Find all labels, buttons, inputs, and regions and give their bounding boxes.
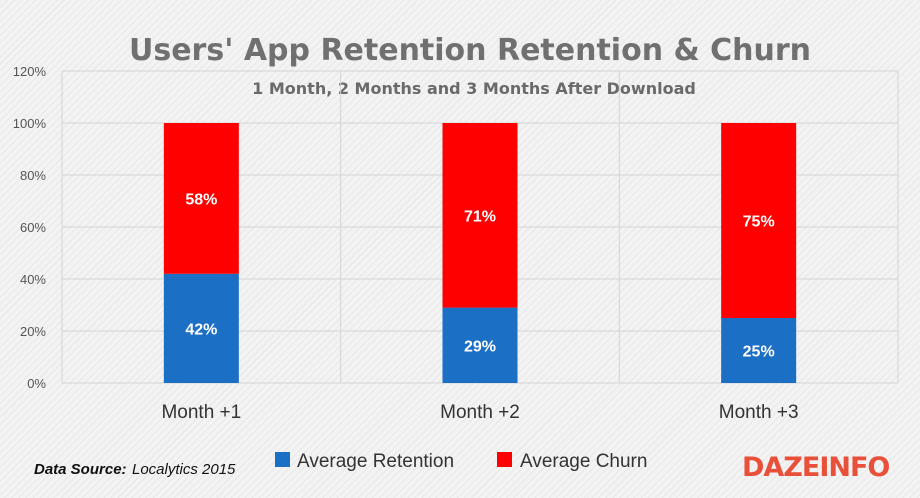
legend: Average Retention Average Churn (275, 451, 647, 472)
data-label-average-retention: 29% (464, 338, 496, 355)
bars-layer (163, 123, 797, 383)
y-tick-label: 60% (20, 220, 46, 235)
labels-layer: 0% 20% 40% 60% 80% 100% 120% 42% 58% Month +1 29% 7… (13, 64, 799, 423)
x-tick-label: Month +3 (719, 402, 799, 423)
y-tick-label: 120% (13, 64, 47, 79)
y-tick-label: 40% (20, 272, 46, 287)
data-label-average-retention: 42% (185, 321, 217, 338)
data-source-label: Data Source: (34, 461, 127, 478)
data-label-average-churn: 75% (743, 214, 775, 231)
data-source: Data Source: Localytics 2015 (34, 461, 236, 478)
bar-average-retention (163, 273, 239, 383)
y-tick-label: 20% (20, 324, 46, 339)
legend-swatch-average-churn (497, 452, 512, 467)
chart-subtitle: 1 Month, 2 Months and 3 Months After Dow… (252, 79, 696, 98)
legend-label-average-retention: Average Retention (297, 451, 454, 472)
legend-swatch-average-retention (275, 452, 290, 467)
dazeinfo-logo: DAZEINFO (742, 452, 889, 483)
y-tick-label: 0% (27, 376, 46, 391)
x-tick-label: Month +1 (161, 402, 241, 423)
data-label-average-churn: 58% (185, 191, 217, 208)
bar-average-retention (721, 318, 797, 383)
legend-label-average-churn: Average Churn (520, 451, 647, 472)
y-tick-label: 100% (13, 116, 47, 131)
bar-average-churn (163, 123, 239, 274)
bar-average-churn (442, 123, 518, 308)
data-source-value: Localytics 2015 (132, 461, 236, 478)
data-label-average-retention: 25% (743, 344, 775, 361)
chart-title: Users' App Retention Retention & Churn (129, 33, 811, 68)
x-tick-label: Month +2 (440, 402, 520, 423)
y-tick-label: 80% (20, 168, 46, 183)
data-label-average-churn: 71% (464, 208, 496, 225)
bar-average-churn (721, 123, 797, 318)
bar-average-retention (442, 307, 518, 383)
